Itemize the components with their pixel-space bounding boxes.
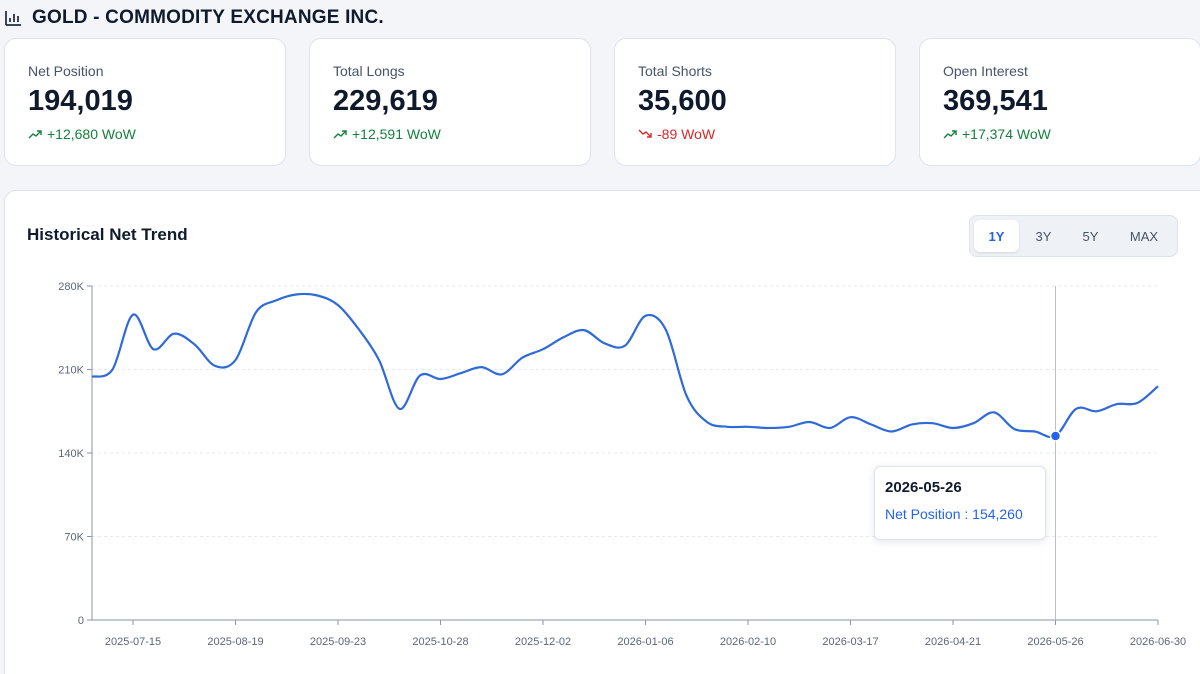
chart-tooltip: 2026-05-26 Net Position : 154,260 xyxy=(874,466,1046,540)
total-shorts-card: Total Shorts 35,600 -89 WoW xyxy=(614,38,896,166)
tooltip-value: Net Position : 154,260 xyxy=(885,506,1023,522)
net-position-line-chart[interactable]: 0 70K 140K 210K 280K 2025-07-15 2025-08-19 2025… xyxy=(0,190,1200,674)
x-tick-label: 2026-06-30 xyxy=(1130,636,1186,648)
y-tick-label: 70K xyxy=(64,532,84,544)
card-change-text: +12,591 WoW xyxy=(352,126,441,142)
y-tick-label: 280K xyxy=(58,281,84,293)
highlighted-data-point[interactable] xyxy=(1049,430,1062,442)
historical-trend-panel: Historical Net Trend 1Y 3Y 5Y MAX xyxy=(4,190,1200,674)
trend-up-icon xyxy=(28,130,42,139)
trend-up-icon xyxy=(333,130,347,139)
card-value: 369,541 xyxy=(943,85,1048,117)
card-label: Open Interest xyxy=(943,63,1028,79)
card-change: -89 WoW xyxy=(638,126,895,142)
trend-up-icon xyxy=(943,130,957,139)
card-value: 35,600 xyxy=(638,85,727,117)
card-value: 194,019 xyxy=(28,85,133,117)
x-tick-label: 2025-10-28 xyxy=(412,636,468,648)
x-tick-label: 2025-12-02 xyxy=(515,636,571,648)
card-change-text: +17,374 WoW xyxy=(962,126,1051,142)
x-tick-label: 2025-07-15 xyxy=(105,636,161,648)
net-position-series-line[interactable] xyxy=(91,292,1159,439)
card-change: +12,680 WoW xyxy=(28,126,285,142)
card-change: +12,591 WoW xyxy=(333,126,590,142)
open-interest-card: Open Interest 369,541 +17,374 WoW xyxy=(919,38,1200,166)
total-longs-card: Total Longs 229,619 +12,591 WoW xyxy=(309,38,591,166)
range-tab-3y[interactable]: 3Y xyxy=(1035,228,1052,244)
chart-title: Historical Net Trend xyxy=(27,225,188,244)
y-tick-label: 210K xyxy=(58,365,84,377)
x-tick-label: 2026-05-26 xyxy=(1027,636,1083,648)
range-selector: 1Y 3Y 5Y MAX xyxy=(969,215,1178,257)
page-title: GOLD - COMMODITY EXCHANGE INC. xyxy=(32,7,384,28)
x-tick-label: 2026-02-10 xyxy=(720,636,776,648)
x-tick-label: 2026-01-06 xyxy=(617,636,673,648)
trend-down-icon xyxy=(638,129,652,138)
card-label: Total Shorts xyxy=(638,63,712,79)
card-change: +17,374 WoW xyxy=(943,126,1200,142)
x-tick-label: 2025-08-19 xyxy=(207,636,263,648)
tooltip-date: 2026-05-26 xyxy=(885,479,962,496)
range-tab-5y[interactable]: 5Y xyxy=(1082,228,1099,244)
card-label: Net Position xyxy=(28,63,104,79)
card-value: 229,619 xyxy=(333,85,438,117)
x-tick-label: 2025-09-23 xyxy=(310,636,366,648)
card-change-text: -89 WoW xyxy=(657,126,716,142)
range-tab-max[interactable]: MAX xyxy=(1129,228,1159,244)
y-tick-label: 140K xyxy=(58,448,84,460)
bar-chart-icon xyxy=(4,9,22,27)
x-tick-label: 2026-03-17 xyxy=(822,636,878,648)
x-tick-label: 2026-04-21 xyxy=(925,636,981,648)
card-change-text: +12,680 WoW xyxy=(47,126,136,142)
range-tab-1y[interactable]: 1Y xyxy=(974,220,1019,252)
y-tick-label: 0 xyxy=(78,615,84,627)
page-header: GOLD - COMMODITY EXCHANGE INC. xyxy=(4,4,384,32)
card-label: Total Longs xyxy=(333,63,405,79)
net-position-card: Net Position 194,019 +12,680 WoW xyxy=(4,38,286,166)
